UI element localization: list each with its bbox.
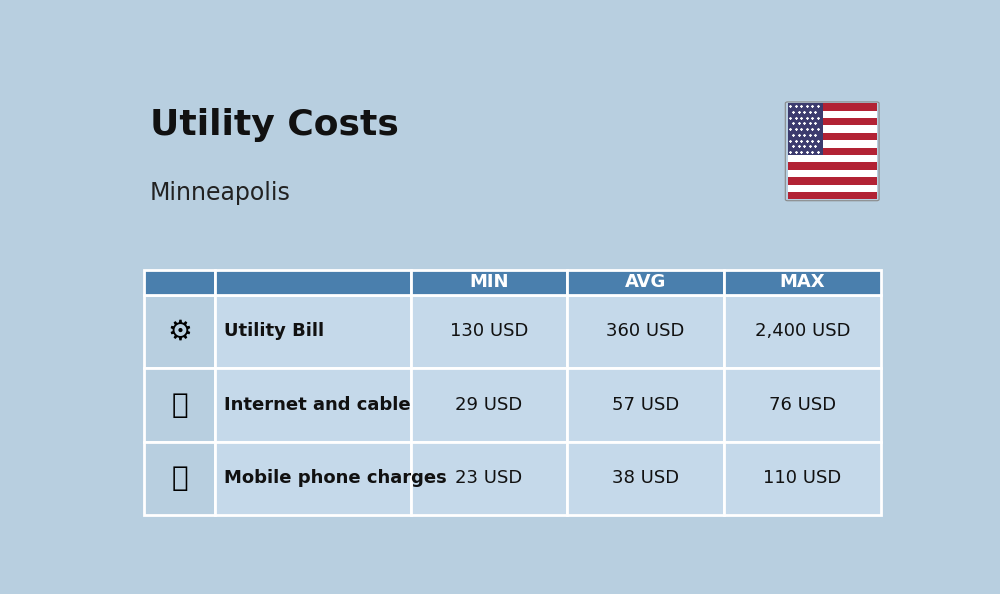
Bar <box>724 270 881 295</box>
Bar <box>215 295 411 368</box>
Text: 38 USD: 38 USD <box>612 469 679 487</box>
Bar <box>411 270 567 295</box>
Text: 29 USD: 29 USD <box>455 396 523 414</box>
Bar <box>788 103 877 110</box>
Text: ⚙: ⚙ <box>167 317 192 346</box>
Bar <box>411 441 567 515</box>
Bar <box>788 133 877 140</box>
Text: 📶: 📶 <box>171 391 188 419</box>
Text: Internet and cable: Internet and cable <box>224 396 411 414</box>
Text: 📱: 📱 <box>171 465 188 492</box>
Bar <box>724 441 881 515</box>
Bar <box>411 368 567 441</box>
Text: 110 USD: 110 USD <box>763 469 841 487</box>
Bar <box>215 270 411 295</box>
Bar <box>788 103 823 155</box>
Bar <box>144 270 215 295</box>
Bar <box>788 162 877 170</box>
Bar <box>788 148 877 155</box>
Text: Mobile phone charges: Mobile phone charges <box>224 469 447 487</box>
Bar <box>788 192 877 200</box>
Text: MAX: MAX <box>779 273 825 292</box>
Bar <box>567 441 724 515</box>
Bar <box>411 295 567 368</box>
Bar <box>144 295 215 368</box>
Bar <box>215 368 411 441</box>
Text: 23 USD: 23 USD <box>455 469 523 487</box>
Text: 2,400 USD: 2,400 USD <box>755 323 850 340</box>
Bar <box>788 170 877 177</box>
Bar <box>144 368 215 441</box>
Text: 76 USD: 76 USD <box>769 396 836 414</box>
Bar <box>567 270 724 295</box>
Bar <box>724 368 881 441</box>
Bar <box>788 110 877 118</box>
Text: AVG: AVG <box>625 273 666 292</box>
Bar <box>788 177 877 185</box>
Text: 130 USD: 130 USD <box>450 323 528 340</box>
Text: Minneapolis: Minneapolis <box>150 181 291 205</box>
Bar <box>788 155 877 162</box>
Bar <box>567 368 724 441</box>
Bar <box>144 441 215 515</box>
Text: Utility Costs: Utility Costs <box>150 108 399 142</box>
Text: 360 USD: 360 USD <box>606 323 685 340</box>
Bar <box>788 118 877 125</box>
Text: 57 USD: 57 USD <box>612 396 679 414</box>
Bar <box>788 185 877 192</box>
Text: MIN: MIN <box>469 273 509 292</box>
Bar <box>215 441 411 515</box>
Text: Utility Bill: Utility Bill <box>224 323 324 340</box>
Bar <box>724 295 881 368</box>
Bar <box>788 140 877 148</box>
Bar <box>788 125 877 133</box>
Bar <box>567 295 724 368</box>
